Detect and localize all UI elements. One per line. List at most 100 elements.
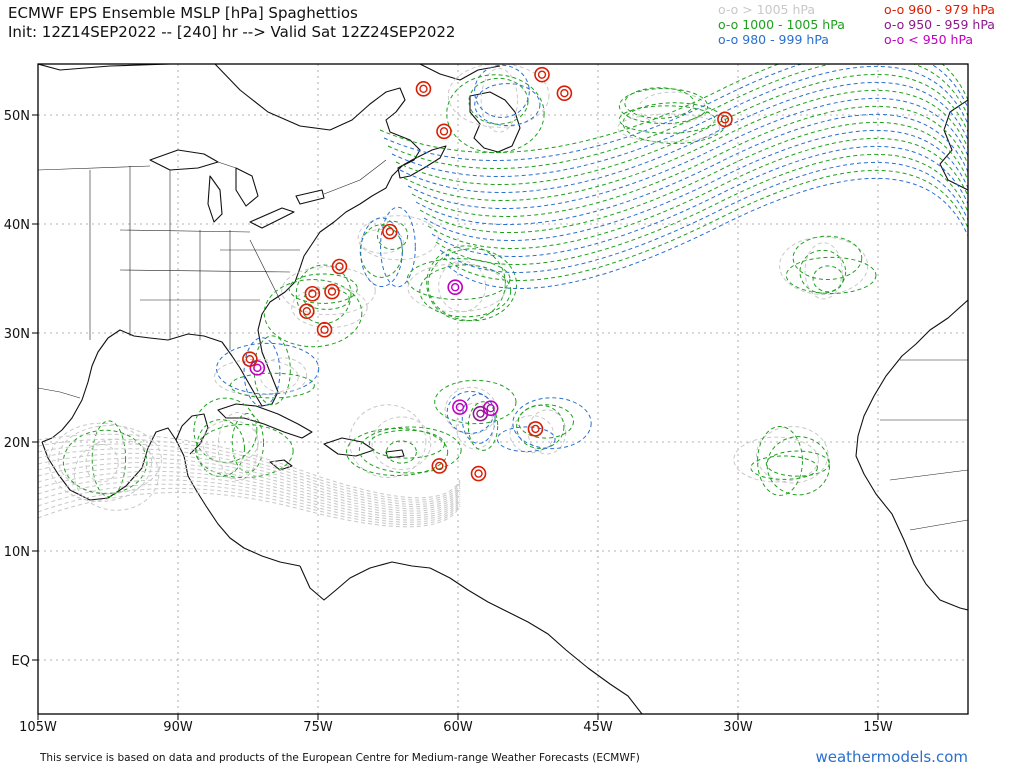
ensemble-isobar: [804, 242, 843, 300]
ensemble-isobar: [38, 487, 461, 525]
ensemble-isobar: [193, 397, 258, 463]
ensemble-isobar: [407, 263, 507, 313]
low-center-core: [302, 307, 311, 316]
low-center-core: [419, 84, 428, 94]
low-center-ring: [452, 399, 468, 415]
ensemble-isobar: [765, 450, 830, 477]
ensemble-isobar: [419, 264, 512, 318]
low-center-core: [335, 262, 344, 271]
ensemble-isobar: [38, 452, 461, 507]
ensemble-isobar: [62, 429, 148, 495]
ensemble-isobar: [812, 265, 844, 293]
latitude-tick-label: 30N: [4, 327, 30, 342]
ensemble-isobar: [468, 77, 529, 125]
ensemble-isobar: [733, 436, 819, 483]
coastline-nova-scotia: [397, 145, 447, 179]
longitude-tick-label: 105W: [19, 720, 57, 735]
low-center-ring: [470, 465, 487, 482]
legend-left: o-o > 1005 hPa o-o 1000 - 1005 hPa o-o 9…: [718, 2, 845, 47]
ensemble-isobar: [201, 420, 259, 464]
low-center-ring: [242, 351, 258, 367]
latitude-tick-label: 20N: [4, 436, 30, 451]
low-center-core: [474, 469, 483, 478]
ensemble-isobar: [385, 440, 417, 464]
ensemble-isobar: [38, 492, 461, 528]
ensemble-isobar: [38, 466, 461, 514]
ensemble-isobar: [427, 138, 968, 249]
lake-michigan: [207, 175, 223, 223]
ensemble-isobar: [38, 457, 461, 510]
low-center-ring: [331, 258, 348, 275]
ensemble-isobar: [387, 64, 968, 169]
us-mexico-border: [38, 387, 81, 399]
ensemble-isobar: [750, 455, 818, 480]
ensemble-isobar: [376, 220, 409, 250]
low-pressure-centers: [242, 66, 733, 482]
ensemble-isobar: [427, 248, 517, 322]
ensemble-isobar: [263, 279, 363, 348]
low-center-core: [486, 404, 495, 413]
low-center-ring: [304, 285, 321, 302]
low-center-ring: [717, 111, 733, 128]
ensemble-isobar: [779, 236, 869, 295]
low-center-ring: [324, 283, 340, 300]
coastline-jamaica: [269, 459, 293, 471]
low-center-ring: [436, 123, 452, 140]
africa-borders: [880, 359, 968, 531]
ensemble-isobar: [383, 64, 968, 161]
data-credit: This service is based on data and produc…: [40, 752, 640, 764]
ensemble-isobar: [756, 426, 829, 484]
ensemble-isobar: [371, 416, 432, 471]
low-center-core: [455, 402, 465, 412]
plot-frame: [37, 63, 969, 715]
ensemble-isobar: [618, 105, 716, 134]
legend-entry-lt950: o-o < 950 hPa: [884, 32, 974, 47]
lake-huron: [235, 167, 259, 207]
ensemble-isobar: [447, 64, 550, 128]
ensemble-isobar: [38, 470, 461, 516]
low-center-core: [327, 287, 337, 296]
ensemble-isobar: [196, 419, 245, 478]
ensemble-isobar: [38, 438, 461, 501]
ensemble-isobar: [395, 74, 968, 185]
ensemble-isobar: [38, 443, 461, 503]
coastline-mexico: [41, 427, 301, 567]
ensemble-isobar: [792, 235, 863, 281]
ensemble-isobar: [438, 260, 487, 312]
ensemble-isobar: [359, 224, 403, 278]
ensemble-isobar: [403, 90, 968, 201]
low-center-core: [560, 88, 569, 98]
ensemble-isobar: [446, 74, 545, 154]
ensemble-isobar: [443, 170, 968, 281]
ensemble-isobar: [379, 64, 968, 153]
latitude-tick-label: 50N: [4, 109, 30, 124]
ensemble-isobar: [474, 64, 530, 118]
ensemble-isobar: [439, 162, 968, 273]
ensemble-isobar: [431, 146, 968, 257]
ensemble-isobar: [195, 423, 294, 479]
coastline-iberia: [939, 99, 968, 191]
ensemble-isobar: [461, 393, 496, 444]
low-center-core: [385, 227, 395, 236]
ensemble-isobar: [358, 426, 462, 474]
legend-entry-gt1005: o-o > 1005 hPa: [718, 2, 816, 17]
low-center-core: [720, 115, 730, 124]
ensemble-isobar: [231, 413, 265, 473]
brand-link[interactable]: weathermodels.com: [815, 748, 968, 766]
ensemble-isobar: [467, 401, 499, 451]
ensemble-isobar: [434, 379, 517, 425]
ensemble-isobar: [38, 462, 461, 512]
ensemble-isobar: [368, 429, 446, 459]
ensemble-isobar: [229, 372, 315, 399]
ensemble-isobar: [517, 404, 574, 439]
ensemble-isobar: [38, 483, 461, 523]
ensemble-isobar: [446, 390, 495, 434]
low-center-core: [245, 354, 255, 364]
ensemble-isobar: [406, 258, 511, 301]
legend-entry-950-959: o-o 950 - 959 hPa: [884, 17, 995, 32]
ensemble-isobar: [216, 342, 320, 395]
low-center-core: [308, 289, 317, 298]
longitude-tick-label: 45W: [583, 720, 613, 735]
ensemble-isobar: [259, 357, 308, 394]
